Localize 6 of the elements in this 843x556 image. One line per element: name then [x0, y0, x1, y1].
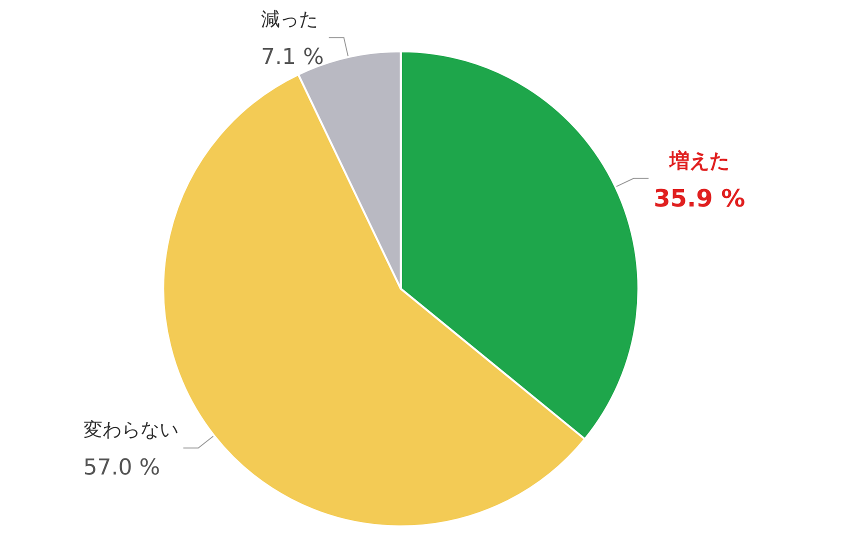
slice-label: 変わらない: [83, 418, 178, 441]
data-label: 35.9 %: [654, 184, 746, 212]
data-label: 7.1 %: [260, 45, 324, 70]
data-label: 57.0 %: [83, 455, 160, 480]
slice-label: 減った: [260, 8, 318, 31]
slice-label: 増えた: [668, 148, 730, 172]
